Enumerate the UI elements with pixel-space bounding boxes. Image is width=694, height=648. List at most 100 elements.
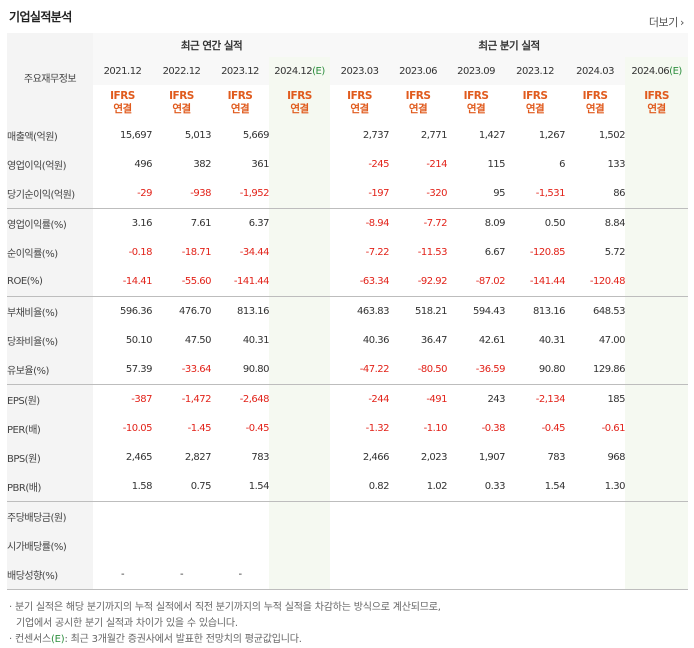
quarter-value-cell: -36.59 (447, 355, 506, 385)
more-link[interactable]: 더보기 › (648, 14, 685, 30)
quarter-value-cell: 518.21 (415, 306, 448, 317)
quarter-value-cell: -80.50 (389, 355, 448, 385)
annual-value-cell: -2,648 (239, 394, 270, 405)
annual-value-cell: -55.60 (152, 267, 212, 297)
quarter-value-cell (447, 502, 505, 532)
footnote-1: · 분기 실적은 해당 분기까지의 누적 실적에서 직전 분기까지의 누적 실적… (9, 602, 441, 613)
row-label: 당기순이익(억원) (7, 179, 93, 209)
quarter-period-header: 2023.09 (447, 57, 506, 85)
ifrs-label: IFRS (405, 90, 431, 102)
more-label: 더보기 (648, 16, 679, 29)
row-label: 시가배당률(%) (7, 531, 93, 560)
accounting-standard-cell: IFRS 연결 (565, 85, 625, 121)
quarter-value-cell: 1.30 (565, 472, 626, 502)
row-label: 배당성향(%) (7, 560, 93, 590)
row-label: 순이익률(%) (7, 238, 93, 267)
quarter-value-cell: 243 (487, 394, 506, 405)
period-label: 2024.06 (631, 65, 670, 77)
quarter-value-cell: -1,531 (505, 179, 566, 209)
quarter-estimate-cell (625, 150, 689, 179)
quarter-value-cell: -7.72 (423, 218, 448, 229)
footnotes: · 분기 실적은 해당 분기까지의 누적 실적에서 직전 분기까지의 누적 실적… (9, 600, 441, 648)
annual-value-cell: -387 (131, 394, 152, 405)
quarter-value-cell: 783 (547, 452, 566, 463)
period-label: 2024.03 (576, 65, 614, 77)
quarter-value-cell: 463.83 (357, 306, 390, 317)
annual-period-header: 2022.12 (152, 57, 211, 85)
consolidated-label: 연결 (230, 103, 250, 115)
ifrs-label: IFRS (227, 90, 253, 102)
quarter-value-cell: 6.67 (484, 247, 506, 258)
quarter-value-cell: -47.22 (330, 355, 390, 385)
quarter-value-cell (389, 502, 447, 532)
quarter-estimate-cell (625, 121, 689, 150)
annual-value-cell (211, 531, 269, 560)
accounting-standard-cell: IFRS 연결 (93, 85, 152, 121)
annual-value-cell: 50.10 (125, 335, 153, 346)
annual-estimate-cell (269, 150, 331, 179)
quarter-value-cell: 813.16 (533, 306, 566, 317)
quarter-value-cell: 1,907 (478, 452, 506, 463)
annual-value-cell: -29 (93, 179, 153, 209)
ifrs-label: IFRS (347, 90, 372, 102)
table-row: 배당성향(%) - - - (7, 560, 689, 590)
table-row: 영업이익(억원) 496 382 361 -245 -214 115 6 133 (7, 150, 689, 179)
annual-value-cell: -1.45 (187, 423, 212, 434)
table-row: PER(배) -10.05 -1.45 -0.45 -1.32 -1.10 -0.38 -0.… (7, 414, 689, 443)
row-label: 영업이익률(%) (7, 208, 93, 238)
quarter-value-cell: 86 (565, 179, 626, 209)
quarter-value-cell: 115 (487, 159, 506, 170)
quarter-value-cell: -320 (389, 179, 448, 209)
annual-value-cell: 90.80 (211, 355, 270, 385)
footnote-3: · 컨센서스(E): 최근 3개월간 증권사에서 발표한 전망치의 평균값입니다… (9, 632, 441, 648)
quarter-value-cell: 90.80 (505, 355, 566, 385)
quarter-value-cell (330, 560, 390, 590)
annual-estimate-cell (269, 355, 331, 385)
quarter-value-cell: -92.92 (389, 267, 448, 297)
accounting-standard-cell: IFRS 연결 (269, 85, 331, 121)
period-row: 2021.12 2022.12 2023.12 2024.12(E) 2023.03 20… (7, 57, 689, 85)
annual-value-cell: 496 (134, 159, 152, 170)
consolidated-label: 연결 (585, 103, 605, 115)
annual-value-cell: -34.44 (239, 247, 270, 258)
quarter-value-cell (389, 531, 447, 560)
chevron-right-icon: › (680, 16, 684, 29)
quarter-value-cell (505, 502, 565, 532)
row-label: PER(배) (7, 414, 93, 443)
quarter-value-cell: 1.02 (389, 472, 448, 502)
annual-value-cell: -10.05 (122, 423, 153, 434)
ifrs-label: IFRS (463, 90, 489, 102)
quarter-value-cell: 0.82 (330, 472, 390, 502)
quarter-value-cell (389, 560, 448, 590)
corner-label: 주요재무정보 (7, 33, 93, 121)
quarter-value-cell (447, 531, 505, 560)
annual-value-cell: -18.71 (181, 247, 212, 258)
consolidated-label: 연결 (113, 103, 132, 115)
quarter-estimate-cell (625, 238, 689, 267)
period-label: 2023.06 (399, 65, 437, 77)
quarter-estimate-cell (625, 326, 689, 355)
footnote-3-suffix: : 최근 3개월간 증권사에서 발표한 전망치의 평균값입니다. (64, 634, 302, 645)
row-label: 영업이익(억원) (7, 150, 93, 179)
quarter-value-cell: 594.43 (473, 306, 506, 317)
annual-estimate-cell (269, 326, 331, 355)
annual-estimate-cell (269, 443, 331, 472)
row-label: 당좌비율(%) (7, 326, 93, 355)
row-label: EPS(원) (7, 384, 93, 414)
annual-estimate-cell (269, 208, 331, 238)
annual-value-cell: 3.16 (131, 218, 153, 229)
quarter-value-cell: 648.53 (593, 306, 626, 317)
quarter-period-header: 2023.06 (389, 57, 448, 85)
annual-estimate-cell (269, 121, 331, 150)
period-label: 2023.12 (516, 65, 554, 77)
quarter-value-cell: 95 (447, 179, 506, 209)
quarter-value-cell: -87.02 (447, 267, 506, 297)
annual-value-cell: 783 (251, 452, 269, 463)
annual-value-cell: 382 (193, 159, 211, 170)
quarter-value-cell: 8.84 (604, 218, 626, 229)
quarter-period-header: 2023.12 (505, 57, 566, 85)
quarter-value-cell: 0.50 (544, 218, 566, 229)
row-label: PBR(배) (7, 472, 93, 502)
accounting-row: IFRS 연결 IFRS 연결 IFRS 연결 IFRS 연결 IFRS 연결 IFRS 연결 IFRS… (7, 85, 689, 121)
quarter-value-cell: 6 (559, 159, 566, 170)
